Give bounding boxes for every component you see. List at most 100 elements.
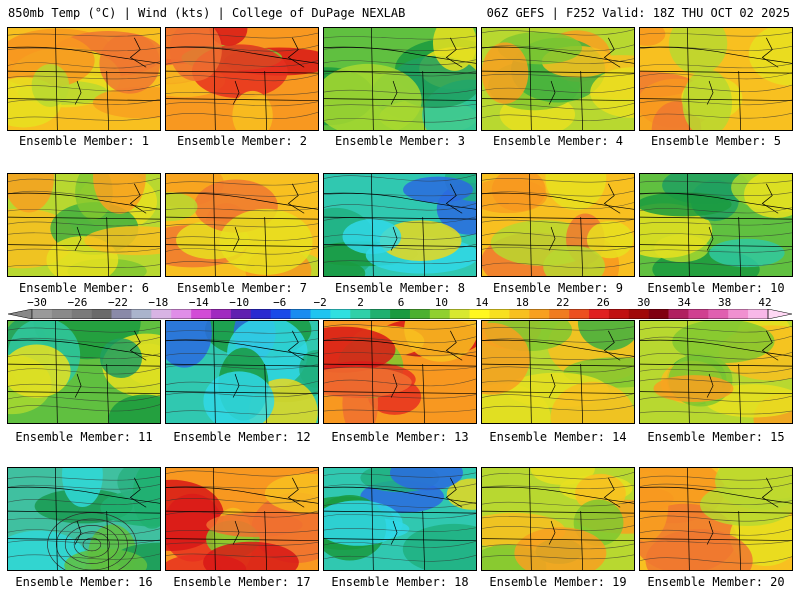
- ensemble-member-map: [639, 173, 793, 277]
- political-border: [687, 174, 690, 276]
- political-border: [8, 363, 160, 367]
- wind-streamline: [482, 554, 634, 560]
- wind-streamline: [482, 202, 634, 209]
- political-border: [74, 520, 82, 545]
- wind-streamline: [640, 395, 792, 402]
- political-border: [482, 192, 634, 210]
- political-border: [106, 364, 110, 423]
- political-border: [738, 511, 742, 570]
- wind-streamline: [8, 115, 160, 121]
- political-border: [738, 71, 742, 130]
- ensemble-member-label: Ensemble Member: 1: [18, 134, 150, 148]
- colorbar-swatch: [131, 309, 152, 319]
- wind-streamline: [640, 410, 792, 415]
- colorbar-swatch: [111, 309, 132, 319]
- political-border: [482, 510, 634, 514]
- wind-streamline: [482, 405, 634, 411]
- wind-streamline: [8, 475, 160, 481]
- temperature-shading: [744, 174, 792, 218]
- low-pressure-circulation: [73, 531, 111, 558]
- political-border: [264, 364, 268, 423]
- political-border: [324, 510, 476, 514]
- colorbar-tick-label: −30: [27, 296, 47, 309]
- ensemble-member-label: Ensemble Member: 12: [173, 430, 311, 444]
- political-border: [390, 80, 398, 105]
- political-border: [580, 511, 584, 570]
- political-border: [324, 538, 476, 541]
- political-border: [706, 80, 714, 105]
- temperature-shading: [206, 512, 303, 538]
- political-border: [166, 391, 318, 394]
- wind-streamline: [324, 336, 476, 344]
- wind-streamline: [640, 32, 792, 37]
- wind-streamline: [324, 59, 476, 66]
- temperature-shading: [550, 381, 634, 423]
- political-border: [482, 391, 634, 394]
- colorbar-swatch: [330, 309, 351, 319]
- ensemble-member-label: Ensemble Member: 8: [334, 281, 466, 295]
- wind-streamline: [640, 112, 792, 119]
- wind-streamline: [8, 61, 160, 69]
- temperature-shading: [389, 468, 463, 491]
- colorbar-swatch: [648, 309, 669, 319]
- wind-streamline: [640, 482, 792, 490]
- wind-streamline: [640, 45, 792, 51]
- ensemble-member-map: [639, 320, 793, 424]
- wind-streamline: [324, 70, 476, 77]
- temperature-shading: [482, 42, 529, 104]
- temperature-shading: [640, 203, 713, 259]
- colorbar-swatch: [211, 309, 232, 319]
- political-border: [445, 330, 463, 361]
- wind-streamline: [482, 102, 634, 110]
- political-border: [548, 226, 556, 251]
- political-border: [8, 70, 160, 74]
- temperature-shading: [92, 86, 160, 119]
- colorbar-tick-label: 14: [475, 296, 489, 309]
- ensemble-member-label: Ensemble Member: 11: [15, 430, 153, 444]
- political-border: [640, 244, 792, 247]
- political-border: [529, 174, 532, 276]
- political-border: [548, 373, 556, 398]
- political-border: [640, 339, 792, 357]
- wind-streamline: [166, 553, 318, 558]
- wind-streamline: [640, 335, 792, 343]
- wind-streamline: [166, 111, 318, 120]
- political-border: [371, 321, 374, 423]
- wind-streamline: [640, 351, 792, 360]
- wind-streamline: [324, 192, 476, 197]
- political-border: [482, 363, 634, 367]
- ensemble-member-map: [481, 173, 635, 277]
- colorbar-swatch: [191, 309, 212, 319]
- political-border: [287, 37, 305, 68]
- temperature-colorbar: [8, 309, 792, 319]
- ensemble-member-map: [639, 27, 793, 131]
- wind-streamline: [8, 383, 160, 389]
- temperature-shading: [219, 208, 313, 275]
- colorbar-swatch: [748, 309, 769, 319]
- wind-streamline: [324, 103, 476, 108]
- wind-streamline: [8, 248, 160, 253]
- colorbar-swatch: [708, 309, 729, 319]
- wind-streamline: [166, 247, 318, 255]
- wind-streamline: [482, 261, 634, 269]
- colorbar-swatch: [728, 309, 749, 319]
- ensemble-member-label: Ensemble Member: 19: [489, 575, 627, 589]
- wind-streamline: [482, 543, 634, 550]
- wind-streamline: [640, 474, 792, 481]
- wind-streamline: [324, 483, 476, 490]
- political-border: [324, 244, 476, 247]
- colorbar-tick-label: −26: [67, 296, 88, 309]
- political-border: [324, 363, 476, 367]
- colorbar-swatch: [270, 309, 291, 319]
- wind-streamline: [8, 220, 160, 227]
- wind-streamline: [8, 264, 160, 269]
- wind-streamline: [640, 540, 792, 545]
- colorbar-tick-label: 10: [434, 296, 449, 309]
- wind-streamline: [166, 363, 318, 370]
- colorbar-swatch: [529, 309, 550, 319]
- ensemble-member-label: Ensemble Member: 14: [489, 430, 627, 444]
- political-border: [166, 510, 318, 514]
- political-border: [129, 330, 147, 361]
- wind-streamline: [324, 117, 476, 123]
- political-border: [287, 183, 305, 214]
